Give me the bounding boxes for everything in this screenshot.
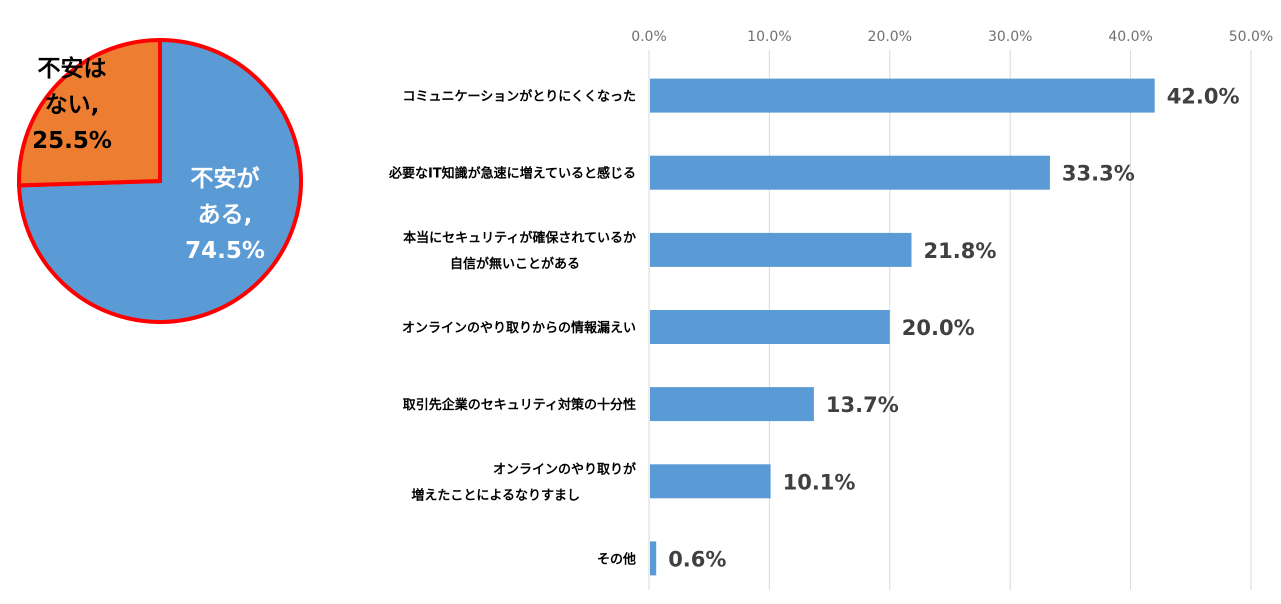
x-tick-label: 30.0% (988, 29, 1032, 45)
x-tick-label: 40.0% (1108, 29, 1152, 45)
x-tick-label: 50.0% (1229, 29, 1273, 45)
x-tick-label: 10.0% (747, 29, 791, 45)
data-label: 33.3% (1062, 162, 1135, 186)
data-label: 10.1% (783, 470, 856, 494)
category-label: オンラインのやり取りが増えたことによるなりすまし (411, 461, 636, 503)
bar (650, 78, 1155, 113)
data-label: 21.8% (924, 239, 997, 263)
x-tick-label: 20.0% (868, 29, 912, 45)
category-label: 取引先企業のセキュリティ対策の十分性 (403, 397, 636, 413)
category-label: 本当にセキュリティが確保されているか自信が無いことがある (403, 230, 636, 272)
bar (650, 464, 771, 499)
bar (650, 155, 1050, 190)
pie-chart: 不安がある, 74.5% 不安はない, 25.5% (17, 37, 303, 324)
data-label: 13.7% (826, 393, 899, 417)
category-label: オンラインのやり取りからの情報漏えい (402, 320, 636, 336)
bar (650, 310, 890, 344)
category-label: 必要なIT知識が急速に増えていると感じる (388, 166, 636, 182)
x-tick-label: 0.0% (631, 29, 667, 45)
bar (650, 387, 814, 422)
bar (650, 232, 912, 267)
data-label: 0.6% (668, 547, 726, 571)
pie-slice-yes (17, 37, 303, 324)
data-label: 20.0% (902, 316, 975, 340)
category-label: コミュニケーションがとりにくくなった (403, 89, 636, 105)
bar (650, 541, 657, 576)
pie-label-yes: 不安がある, 74.5% (185, 165, 265, 264)
category-label: その他 (597, 551, 636, 567)
data-label: 42.0% (1167, 85, 1240, 109)
pie-slice-no (17, 37, 162, 188)
pie-label-no: 不安はない, 25.5% (32, 55, 112, 154)
